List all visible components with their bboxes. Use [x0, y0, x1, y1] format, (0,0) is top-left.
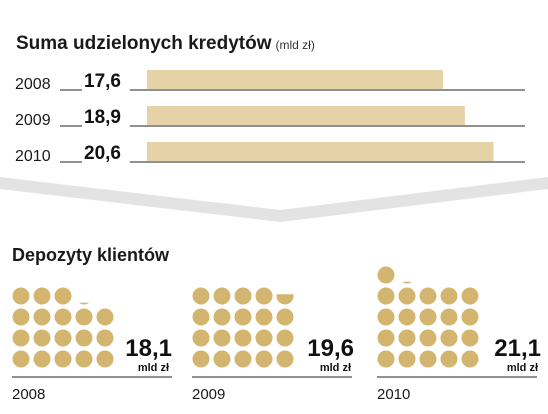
deposit-coin: [255, 287, 273, 305]
credit-bar-2010: [147, 142, 494, 161]
deposit-coin: [255, 350, 273, 368]
deposit-coin: [54, 287, 72, 305]
deposit-year-label: 2008: [12, 386, 45, 403]
deposit-coin: [234, 308, 252, 326]
deposit-value-label: 19,6: [307, 335, 354, 362]
credits-unit: (mld zł): [275, 38, 315, 52]
deposit-unit-label: mld zł: [507, 362, 538, 374]
deposit-coin: [213, 350, 231, 368]
deposit-year-label: 2010: [377, 386, 410, 403]
credits-title: Suma udzielonych kredytów (mld zł): [16, 33, 315, 55]
deposit-coin: [377, 308, 395, 326]
deposit-coin-partial: [276, 294, 294, 305]
credit-value-label: 20,6: [84, 143, 121, 164]
deposit-coin: [419, 329, 437, 347]
deposit-coin: [440, 329, 458, 347]
deposit-coin: [234, 287, 252, 305]
deposit-coin: [96, 308, 114, 326]
deposit-coin: [75, 350, 93, 368]
deposit-coin: [440, 287, 458, 305]
deposit-coin: [33, 350, 51, 368]
credit-value-label: 17,6: [84, 71, 121, 92]
deposit-coin: [255, 308, 273, 326]
deposit-coin: [192, 350, 210, 368]
deposit-coin: [276, 308, 294, 326]
deposit-coin: [461, 350, 479, 368]
deposit-coin: [377, 266, 395, 284]
deposit-coin: [213, 329, 231, 347]
deposit-coin: [192, 287, 210, 305]
deposit-coin: [276, 329, 294, 347]
deposit-year-label: 2009: [192, 386, 225, 403]
deposit-coin: [419, 308, 437, 326]
deposit-coin: [398, 329, 416, 347]
deposit-coin: [96, 329, 114, 347]
deposit-coin: [192, 329, 210, 347]
deposit-coin: [213, 308, 231, 326]
deposit-coin: [461, 287, 479, 305]
deposit-coin: [33, 329, 51, 347]
deposit-coin: [75, 308, 93, 326]
credit-year-label: 2010: [15, 148, 51, 165]
deposit-coin: [12, 308, 30, 326]
deposit-coin: [54, 308, 72, 326]
deposit-coin: [419, 287, 437, 305]
deposit-coin: [398, 287, 416, 305]
deposit-coin: [461, 308, 479, 326]
deposit-coin: [398, 350, 416, 368]
deposit-coin: [33, 287, 51, 305]
deposit-coin: [398, 308, 416, 326]
credit-bar-2009: [147, 106, 465, 125]
deposit-coin: [12, 287, 30, 305]
deposit-unit-label: mld zł: [138, 362, 169, 374]
deposit-coin: [461, 329, 479, 347]
credit-bar-2008: [147, 70, 443, 89]
deposit-value-label: 21,1: [494, 335, 541, 362]
deposit-coin: [234, 350, 252, 368]
deposit-coin: [192, 308, 210, 326]
deposit-coin: [96, 350, 114, 368]
deposit-coin: [377, 329, 395, 347]
deposits-title: Depozyty klientów: [12, 245, 170, 265]
credit-year-label: 2009: [15, 112, 51, 129]
deposit-coin: [12, 329, 30, 347]
deposit-coin: [234, 329, 252, 347]
credits-title-text: Suma udzielonych kredytów: [16, 33, 272, 54]
deposit-coin: [377, 350, 395, 368]
section-divider: [0, 177, 548, 222]
deposit-coin: [33, 308, 51, 326]
deposit-coin: [213, 287, 231, 305]
deposit-coin: [54, 329, 72, 347]
deposit-coin: [440, 350, 458, 368]
deposit-unit-label: mld zł: [320, 362, 351, 374]
deposit-coin: [75, 329, 93, 347]
deposit-value-label: 18,1: [125, 335, 172, 362]
deposit-coin: [255, 329, 273, 347]
deposit-coin-partial: [78, 302, 90, 305]
deposit-coin: [12, 350, 30, 368]
deposit-coin: [276, 350, 294, 368]
deposit-coin: [54, 350, 72, 368]
deposit-coin: [440, 308, 458, 326]
credit-value-label: 18,9: [84, 107, 121, 128]
deposit-coin: [377, 287, 395, 305]
deposit-coin: [419, 350, 437, 368]
deposit-coin-partial: [401, 281, 413, 284]
credit-year-label: 2008: [15, 76, 51, 93]
